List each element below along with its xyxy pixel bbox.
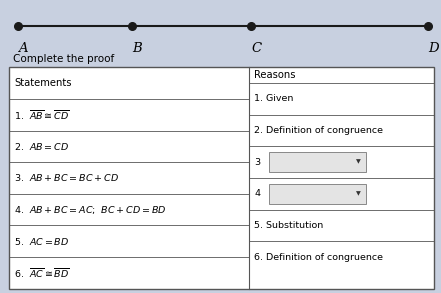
Bar: [269, 152, 366, 172]
Bar: [269, 184, 366, 204]
Text: 3.  $AB + BC = BC + CD$: 3. $AB + BC = BC + CD$: [14, 173, 119, 183]
Text: ▼: ▼: [356, 191, 360, 196]
Text: 1. Given: 1. Given: [254, 94, 294, 103]
Text: B: B: [132, 42, 142, 55]
Text: ▼: ▼: [356, 160, 360, 165]
Text: 4.  $AB + BC = AC$;  $BC + CD = BD$: 4. $AB + BC = AC$; $BC + CD = BD$: [14, 204, 167, 216]
Text: C: C: [251, 42, 262, 55]
Text: 1.  $\overline{AB} \cong \overline{CD}$: 1. $\overline{AB} \cong \overline{CD}$: [14, 108, 70, 122]
Text: 5.  $AC = BD$: 5. $AC = BD$: [14, 236, 69, 247]
Text: 2. Definition of congruence: 2. Definition of congruence: [254, 126, 384, 135]
Text: 3: 3: [254, 158, 261, 167]
Text: Complete the proof: Complete the proof: [13, 54, 115, 64]
Text: 6.  $\overline{AC} \cong \overline{BD}$: 6. $\overline{AC} \cong \overline{BD}$: [14, 266, 70, 280]
Text: Statements: Statements: [14, 78, 71, 88]
Text: D: D: [428, 42, 438, 55]
Text: A: A: [18, 42, 27, 55]
Text: 4: 4: [254, 189, 261, 198]
Bar: [9, 67, 434, 289]
Bar: [9, 67, 434, 289]
Text: Reasons: Reasons: [254, 70, 296, 80]
Text: 2.  $AB = CD$: 2. $AB = CD$: [14, 141, 69, 152]
Text: 6. Definition of congruence: 6. Definition of congruence: [254, 253, 384, 262]
Text: 5. Substitution: 5. Substitution: [254, 221, 324, 230]
